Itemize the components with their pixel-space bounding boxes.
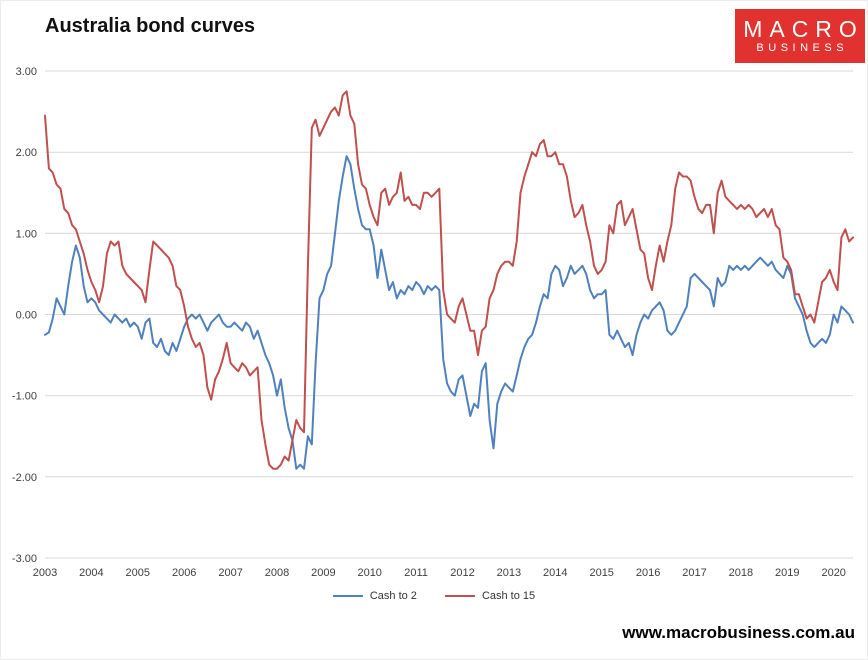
x-tick-label: 2006 [172,567,196,579]
macrobusiness-logo: MACRO BUSINESS [735,9,865,63]
website-url: www.macrobusiness.com.au [622,623,855,642]
x-tick-label: 2015 [589,567,613,579]
y-tick-label: 0.00 [16,310,37,322]
logo-text-macro: MACRO [743,16,864,42]
x-tick-label: 2020 [821,567,845,579]
legend-label: Cash to 2 [369,590,417,602]
y-tick-label: -2.00 [12,472,37,484]
x-tick-label: 2009 [311,567,335,579]
legend-swatch [332,595,363,597]
series-line-cash-to-15 [44,90,854,470]
x-tick-label: 2003 [33,567,57,579]
y-tick-label: 3.00 [16,66,37,78]
page-title: Australia bond curves [45,15,256,37]
x-tick-label: 2004 [79,567,103,579]
x-tick-label: 2013 [497,567,521,579]
legend-item-cash-to-15: Cash to 15 [444,590,536,602]
logo-text-business: BUSINESS [756,42,849,54]
x-tick-label: 2005 [126,567,150,579]
legend-swatch [444,595,475,597]
x-tick-label: 2008 [265,567,289,579]
series-line-cash-to-2 [44,155,854,470]
y-tick-label: -1.00 [12,391,37,403]
x-tick-label: 2010 [357,567,381,579]
x-tick-label: 2014 [543,567,567,579]
grid-lines [45,70,853,559]
x-tick-label: 2017 [682,567,706,579]
x-tick-label: 2016 [636,567,660,579]
y-tick-label: -3.00 [12,553,37,565]
legend-item-cash-to-2: Cash to 2 [332,590,417,602]
x-tick-label: 2018 [729,567,753,579]
x-tick-label: 2019 [775,567,799,579]
x-tick-label: 2011 [404,567,428,579]
y-tick-label: 2.00 [16,147,37,159]
chart-legend: Cash to 2 Cash to 15 [1,590,867,602]
x-tick-label: 2012 [450,567,474,579]
x-tick-label: 2007 [218,567,242,579]
legend-label: Cash to 15 [481,590,536,602]
y-tick-label: 1.00 [16,228,37,240]
